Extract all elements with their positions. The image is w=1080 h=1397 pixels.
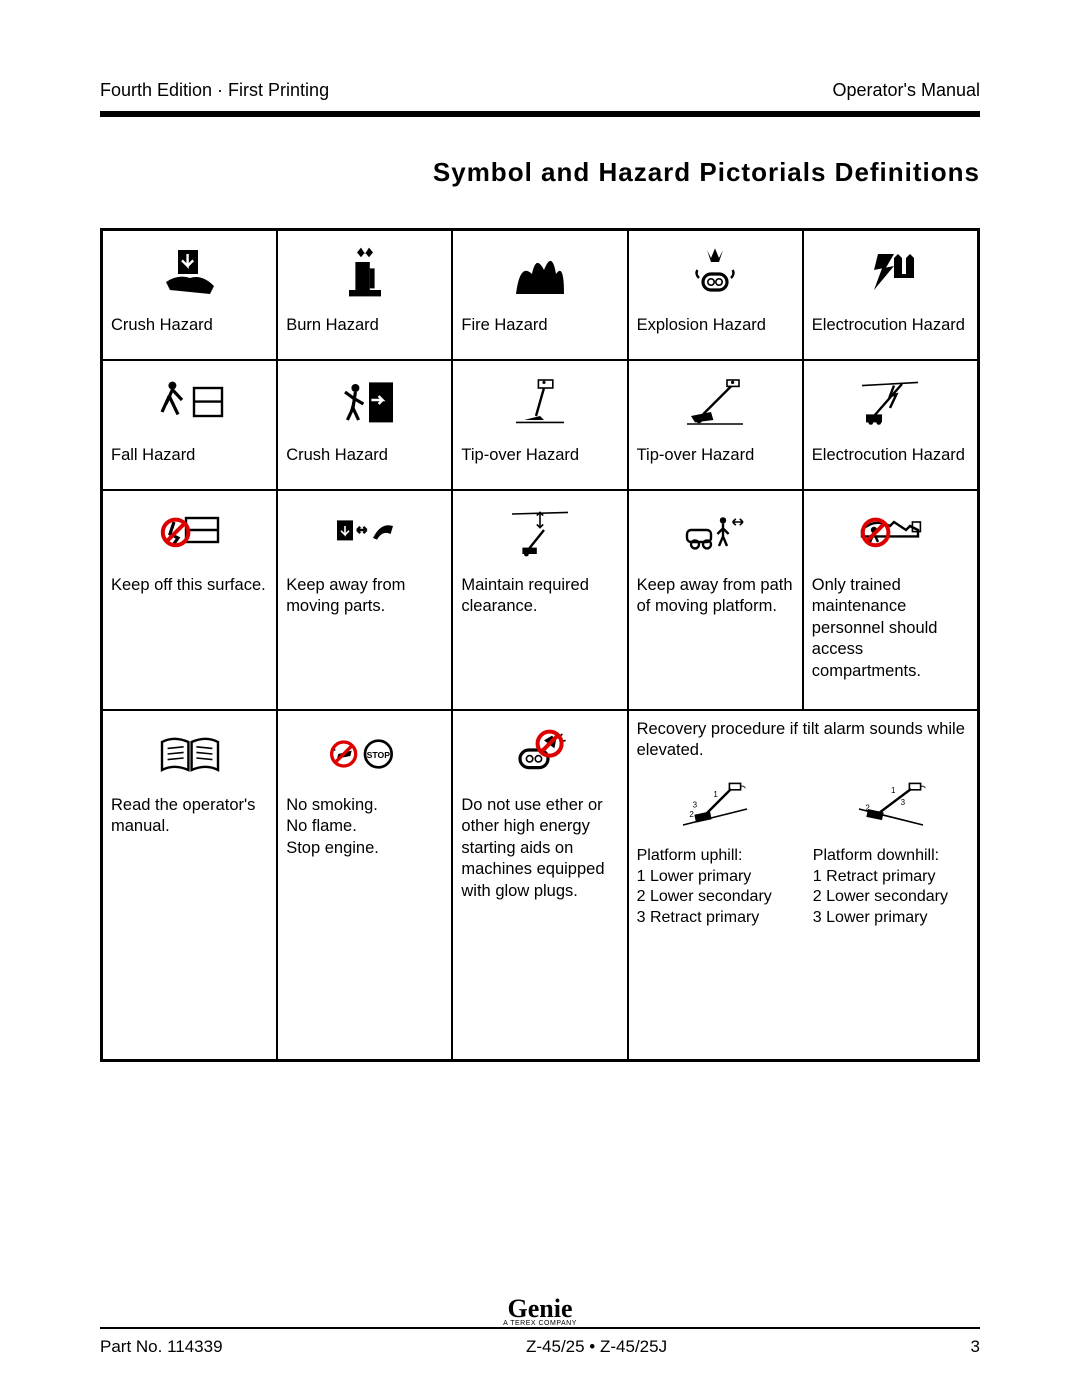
fire-hazard-icon: [461, 239, 618, 309]
label: Keep away from path of moving platform.: [637, 575, 794, 618]
uphill-title: Platform uphill:: [637, 846, 793, 867]
svg-text:1: 1: [713, 790, 718, 799]
label: Fire Hazard: [461, 315, 618, 336]
label: Maintain required clearance.: [461, 575, 618, 618]
label: Electrocution Hazard: [812, 445, 969, 466]
burn-hazard-icon: [286, 239, 443, 309]
page-title: Symbol and Hazard Pictorials Definitions: [100, 157, 980, 188]
label: Only trained maintenance personnel shoul…: [812, 575, 969, 682]
label: Crush Hazard: [286, 445, 443, 466]
page-header: Fourth Edition · First Printing Operator…: [100, 80, 980, 117]
cell-trained-personnel: Only trained maintenance personnel shoul…: [803, 490, 978, 710]
cell-tipover-hazard-1: Tip-over Hazard: [452, 360, 627, 490]
cell-no-smoking: STOP No smoking. No flame. Stop engine.: [277, 710, 452, 1060]
svg-text:2: 2: [689, 810, 694, 819]
label: Fall Hazard: [111, 445, 268, 466]
explosion-hazard-icon: [637, 239, 794, 309]
svg-text:3: 3: [900, 798, 905, 807]
cell-no-ether: Do not use ether or other high energy st…: [452, 710, 627, 1060]
moving-parts-icon: [286, 499, 443, 569]
svg-text:1: 1: [891, 786, 896, 795]
uphill-s1: 1 Lower primary: [637, 867, 793, 888]
label: Keep off this surface.: [111, 575, 268, 596]
electrocution-hazard-2-icon: [812, 369, 969, 439]
svg-text:2: 2: [865, 803, 870, 812]
uphill-s2: 2 Lower secondary: [637, 887, 793, 908]
tipover-hazard-2-icon: [637, 369, 794, 439]
label: No smoking. No flame. Stop engine.: [286, 795, 443, 859]
cell-moving-parts: Keep away from moving parts.: [277, 490, 452, 710]
cell-electrocution-hazard-2: Electrocution Hazard: [803, 360, 978, 490]
downhill-s2: 2 Lower secondary: [813, 887, 969, 908]
no-smoking-icon: STOP: [286, 719, 443, 789]
tipover-hazard-1-icon: [461, 369, 618, 439]
electrocution-hazard-icon: [812, 239, 969, 309]
page-footer: Genie A TEREX COMPANY Part No. 114339 Z-…: [100, 1294, 980, 1357]
label: Read the operator's manual.: [111, 795, 268, 838]
recovery-uphill: 3 1 2 Platform uphill: 1 Lower primary 2 L…: [637, 770, 793, 929]
cell-electrocution-hazard: Electrocution Hazard: [803, 230, 978, 360]
part-number: Part No. 114339: [100, 1337, 223, 1357]
keep-off-surface-icon: [111, 499, 268, 569]
crush-hazard-icon: [111, 239, 268, 309]
svg-text:STOP: STOP: [366, 750, 390, 760]
label: Do not use ether or other high energy st…: [461, 795, 618, 902]
brand-sub: A TEREX COMPANY: [100, 1320, 980, 1327]
manual-type: Operator's Manual: [832, 80, 980, 101]
crush-hazard-2-icon: [286, 369, 443, 439]
label: Burn Hazard: [286, 315, 443, 336]
model-number: Z-45/25 • Z-45/25J: [526, 1337, 667, 1357]
recovery-header: Recovery procedure if tilt alarm sounds …: [637, 719, 969, 762]
svg-text:3: 3: [692, 800, 697, 809]
fall-hazard-icon: [111, 369, 268, 439]
downhill-title: Platform downhill:: [813, 846, 969, 867]
downhill-s1: 1 Retract primary: [813, 867, 969, 888]
cell-maintain-clearance: Maintain required clearance.: [452, 490, 627, 710]
recovery-uphill-icon: 3 1 2: [637, 770, 793, 840]
page-number: 3: [971, 1337, 980, 1357]
no-ether-icon: [461, 719, 618, 789]
label: Tip-over Hazard: [637, 445, 794, 466]
cell-crush-hazard: Crush Hazard: [102, 230, 277, 360]
uphill-s3: 3 Retract primary: [637, 908, 793, 929]
path-platform-icon: [637, 499, 794, 569]
recovery-downhill-icon: 13 2: [813, 770, 969, 840]
recovery-downhill: 13 2 Platform downhill: 1 Retract primary…: [813, 770, 969, 929]
cell-keep-off-surface: Keep off this surface.: [102, 490, 277, 710]
downhill-s3: 3 Lower primary: [813, 908, 969, 929]
label: Crush Hazard: [111, 315, 268, 336]
cell-tipover-hazard-2: Tip-over Hazard: [628, 360, 803, 490]
cell-path-platform: Keep away from path of moving platform.: [628, 490, 803, 710]
cell-explosion-hazard: Explosion Hazard: [628, 230, 803, 360]
maintain-clearance-icon: [461, 499, 618, 569]
cell-crush-hazard-2: Crush Hazard: [277, 360, 452, 490]
cell-burn-hazard: Burn Hazard: [277, 230, 452, 360]
cell-recovery-procedure: Recovery procedure if tilt alarm sounds …: [628, 710, 978, 1060]
label: Explosion Hazard: [637, 315, 794, 336]
cell-read-manual: Read the operator's manual.: [102, 710, 277, 1060]
label: Electrocution Hazard: [812, 315, 969, 336]
edition-text: Fourth Edition · First Printing: [100, 80, 329, 101]
label: Keep away from moving parts.: [286, 575, 443, 618]
cell-fall-hazard: Fall Hazard: [102, 360, 277, 490]
trained-personnel-icon: [812, 499, 969, 569]
label: Tip-over Hazard: [461, 445, 618, 466]
cell-fire-hazard: Fire Hazard: [452, 230, 627, 360]
hazard-grid: Crush Hazard Burn Hazard Fire Hazard Exp…: [100, 228, 980, 1062]
read-manual-icon: [111, 719, 268, 789]
